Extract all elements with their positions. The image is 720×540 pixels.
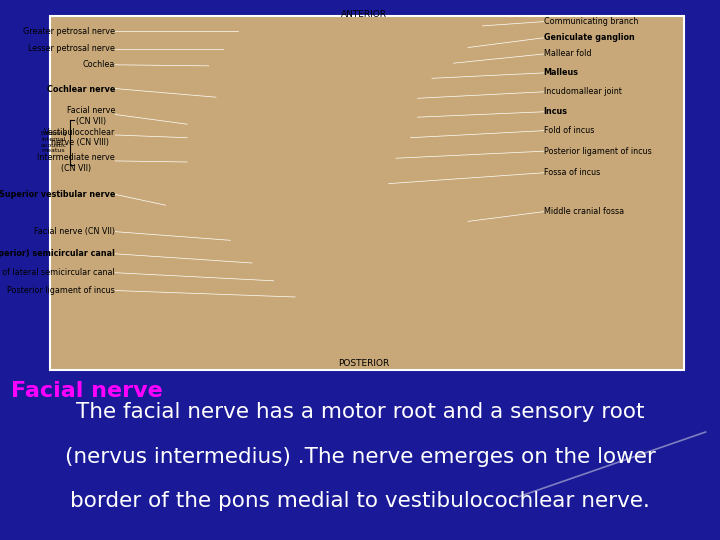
Text: Entering
internal
acoustic
meatus: Entering internal acoustic meatus [40, 131, 67, 153]
Text: Communicating branch: Communicating branch [544, 17, 638, 26]
Text: Intermediate nerve
(CN VII): Intermediate nerve (CN VII) [37, 153, 115, 173]
Text: Cochlea: Cochlea [83, 60, 115, 69]
Text: The facial nerve has a motor root and a sensory root: The facial nerve has a motor root and a … [76, 402, 644, 422]
Text: Posterior ligament of incus: Posterior ligament of incus [7, 286, 115, 295]
Text: Fossa of incus: Fossa of incus [544, 168, 600, 177]
Text: Incudomallear joint: Incudomallear joint [544, 87, 621, 96]
Text: Greater petrosal nerve: Greater petrosal nerve [23, 27, 115, 36]
Text: Mallear fold: Mallear fold [544, 50, 591, 58]
Text: Cochlear nerve: Cochlear nerve [47, 85, 115, 93]
Text: (nervus intermedius) .The nerve emerges on the lower: (nervus intermedius) .The nerve emerges … [65, 447, 655, 467]
Text: Vestibulocochlear
nerve (CN VIII): Vestibulocochlear nerve (CN VIII) [44, 128, 115, 147]
Text: Fold of incus: Fold of incus [544, 126, 594, 135]
Text: Middle cranial fossa: Middle cranial fossa [544, 207, 624, 216]
Text: ANTERIOR: ANTERIOR [341, 10, 387, 19]
Text: Anterior (superior) semicircular canal: Anterior (superior) semicircular canal [0, 249, 115, 258]
Text: Facial nerve: Facial nerve [11, 381, 163, 401]
Text: Superior vestibular nerve: Superior vestibular nerve [0, 190, 115, 199]
Text: Malleus: Malleus [544, 69, 579, 77]
Text: Facial nerve (CN VII): Facial nerve (CN VII) [35, 227, 115, 236]
Text: border of the pons medial to vestibulocochlear nerve.: border of the pons medial to vestibuloco… [70, 491, 650, 511]
Text: Geniculate ganglion: Geniculate ganglion [544, 33, 634, 42]
Text: Prominence of lateral semicircular canal: Prominence of lateral semicircular canal [0, 268, 115, 277]
Text: Posterior ligament of incus: Posterior ligament of incus [544, 147, 652, 156]
Text: Lesser petrosal nerve: Lesser petrosal nerve [28, 44, 115, 53]
Text: POSTERIOR: POSTERIOR [338, 359, 390, 368]
Text: Incus: Incus [544, 107, 567, 116]
Text: Facial nerve
(CN VII): Facial nerve (CN VII) [67, 106, 115, 126]
Bar [50, 16, 684, 370]
